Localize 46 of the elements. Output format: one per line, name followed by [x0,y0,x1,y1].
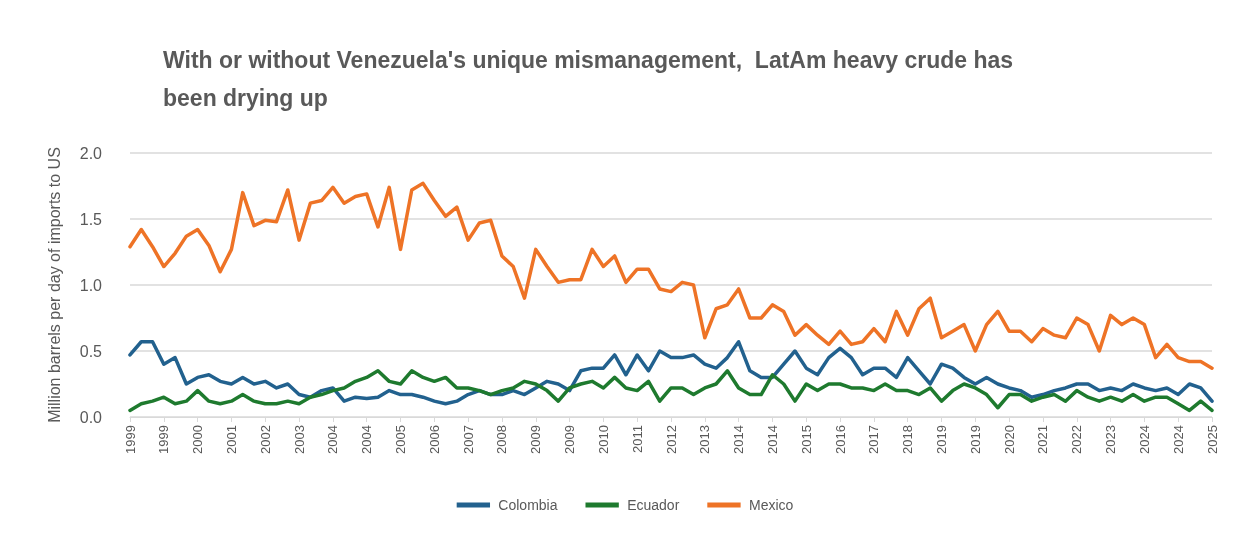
chart-title: With or without Venezuela's unique mismanagement, LatAm heavy crude has been drying up [163,47,1020,111]
x-tick-label: 2017 [866,425,882,454]
x-tick-label: 2016 [832,425,848,454]
legend-label: Ecuador [627,497,680,513]
x-tick-label: 2009 [562,425,578,454]
x-tick-label: 2002 [257,425,273,454]
x-tick-label: 2006 [426,425,442,454]
legend-label: Mexico [748,497,794,513]
x-tick-label: 2021 [1035,425,1051,454]
x-tick-label: 2012 [663,425,679,454]
line-series [128,369,1214,413]
x-tick-label: 2024 [1136,425,1152,454]
x-tick-label: 2014 [731,425,747,454]
x-tick-label: 2000 [190,425,206,454]
x-tick-label: 2014 [764,425,780,454]
x-tick-label: 2019 [934,425,949,454]
x-tick-label: 2001 [223,425,239,454]
line-series [128,181,1214,370]
x-tick-label: 2023 [1103,425,1119,454]
y-tick-label: 2.0 [79,144,103,162]
x-tick-label: 1999 [122,425,138,454]
x-tick-label: 2015 [798,425,814,454]
y-axis-title: Million barrels per day of imports to US [45,147,63,423]
x-tick-label: 2004 [325,425,341,454]
x-tick-label: 2011 [629,425,645,453]
x-tick-label: 2025 [1204,425,1220,454]
x-tick-label: 2019 [967,425,983,454]
y-tick-label: 0.0 [79,408,103,426]
legend-label: Colombia [498,497,558,513]
x-tick-label: 2007 [460,425,476,454]
line-series [128,340,1214,406]
y-tick-label: 0.5 [79,342,103,360]
x-tick-label: 2009 [528,425,544,454]
x-tick-label: 2008 [494,425,510,454]
x-tick-label: 2003 [291,425,307,454]
x-tick-label: 2010 [595,425,611,454]
x-tick-label: 2004 [359,425,375,454]
y-tick-label: 1.5 [79,210,103,228]
x-tick-label: 2018 [900,425,916,454]
y-tick-label: 1.0 [79,276,103,294]
x-tick-label: 2024 [1170,425,1186,454]
x-tick-label: 2022 [1069,425,1085,454]
x-tick-label: 2020 [1001,425,1017,454]
x-tick-label: 2013 [697,425,713,454]
x-tick-label: 2005 [393,425,408,454]
x-tick-label: 1999 [156,425,172,454]
